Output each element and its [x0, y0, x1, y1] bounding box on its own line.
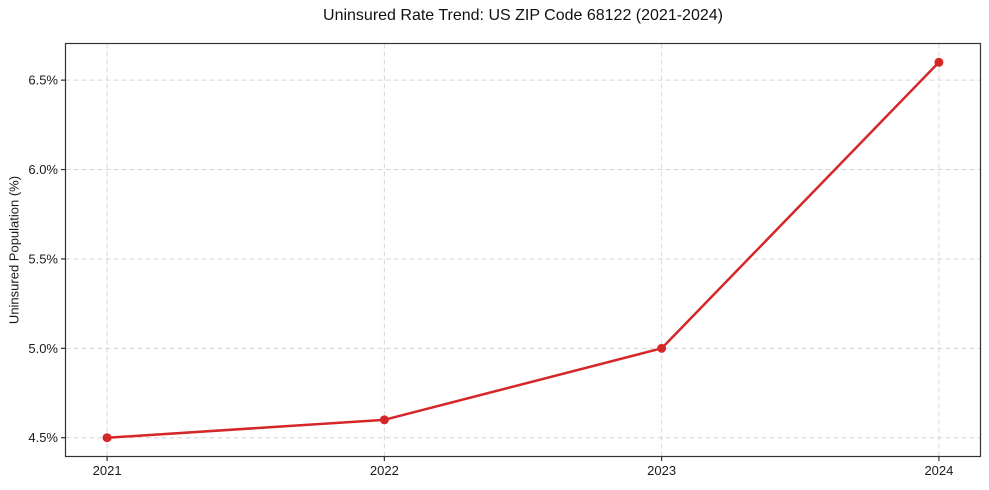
y-tick-label: 5.0%: [28, 341, 58, 356]
y-tick-label: 6.0%: [28, 162, 58, 177]
y-tick-label: 6.5%: [28, 73, 58, 88]
x-tick-label: 2023: [647, 463, 676, 478]
x-tick-label: 2024: [924, 463, 953, 478]
data-point: [379, 415, 389, 425]
plot-border: [64, 42, 982, 458]
y-tick-label: 5.5%: [28, 251, 58, 266]
y-tick-label: 4.5%: [28, 430, 58, 445]
chart-title: Uninsured Rate Trend: US ZIP Code 68122 …: [323, 7, 723, 24]
data-point: [102, 433, 112, 443]
trend-line: [105, 61, 941, 439]
x-tick-label: 2021: [93, 463, 122, 478]
x-tick-label: 2022: [370, 463, 399, 478]
data-point: [934, 57, 944, 67]
data-point: [657, 343, 667, 353]
